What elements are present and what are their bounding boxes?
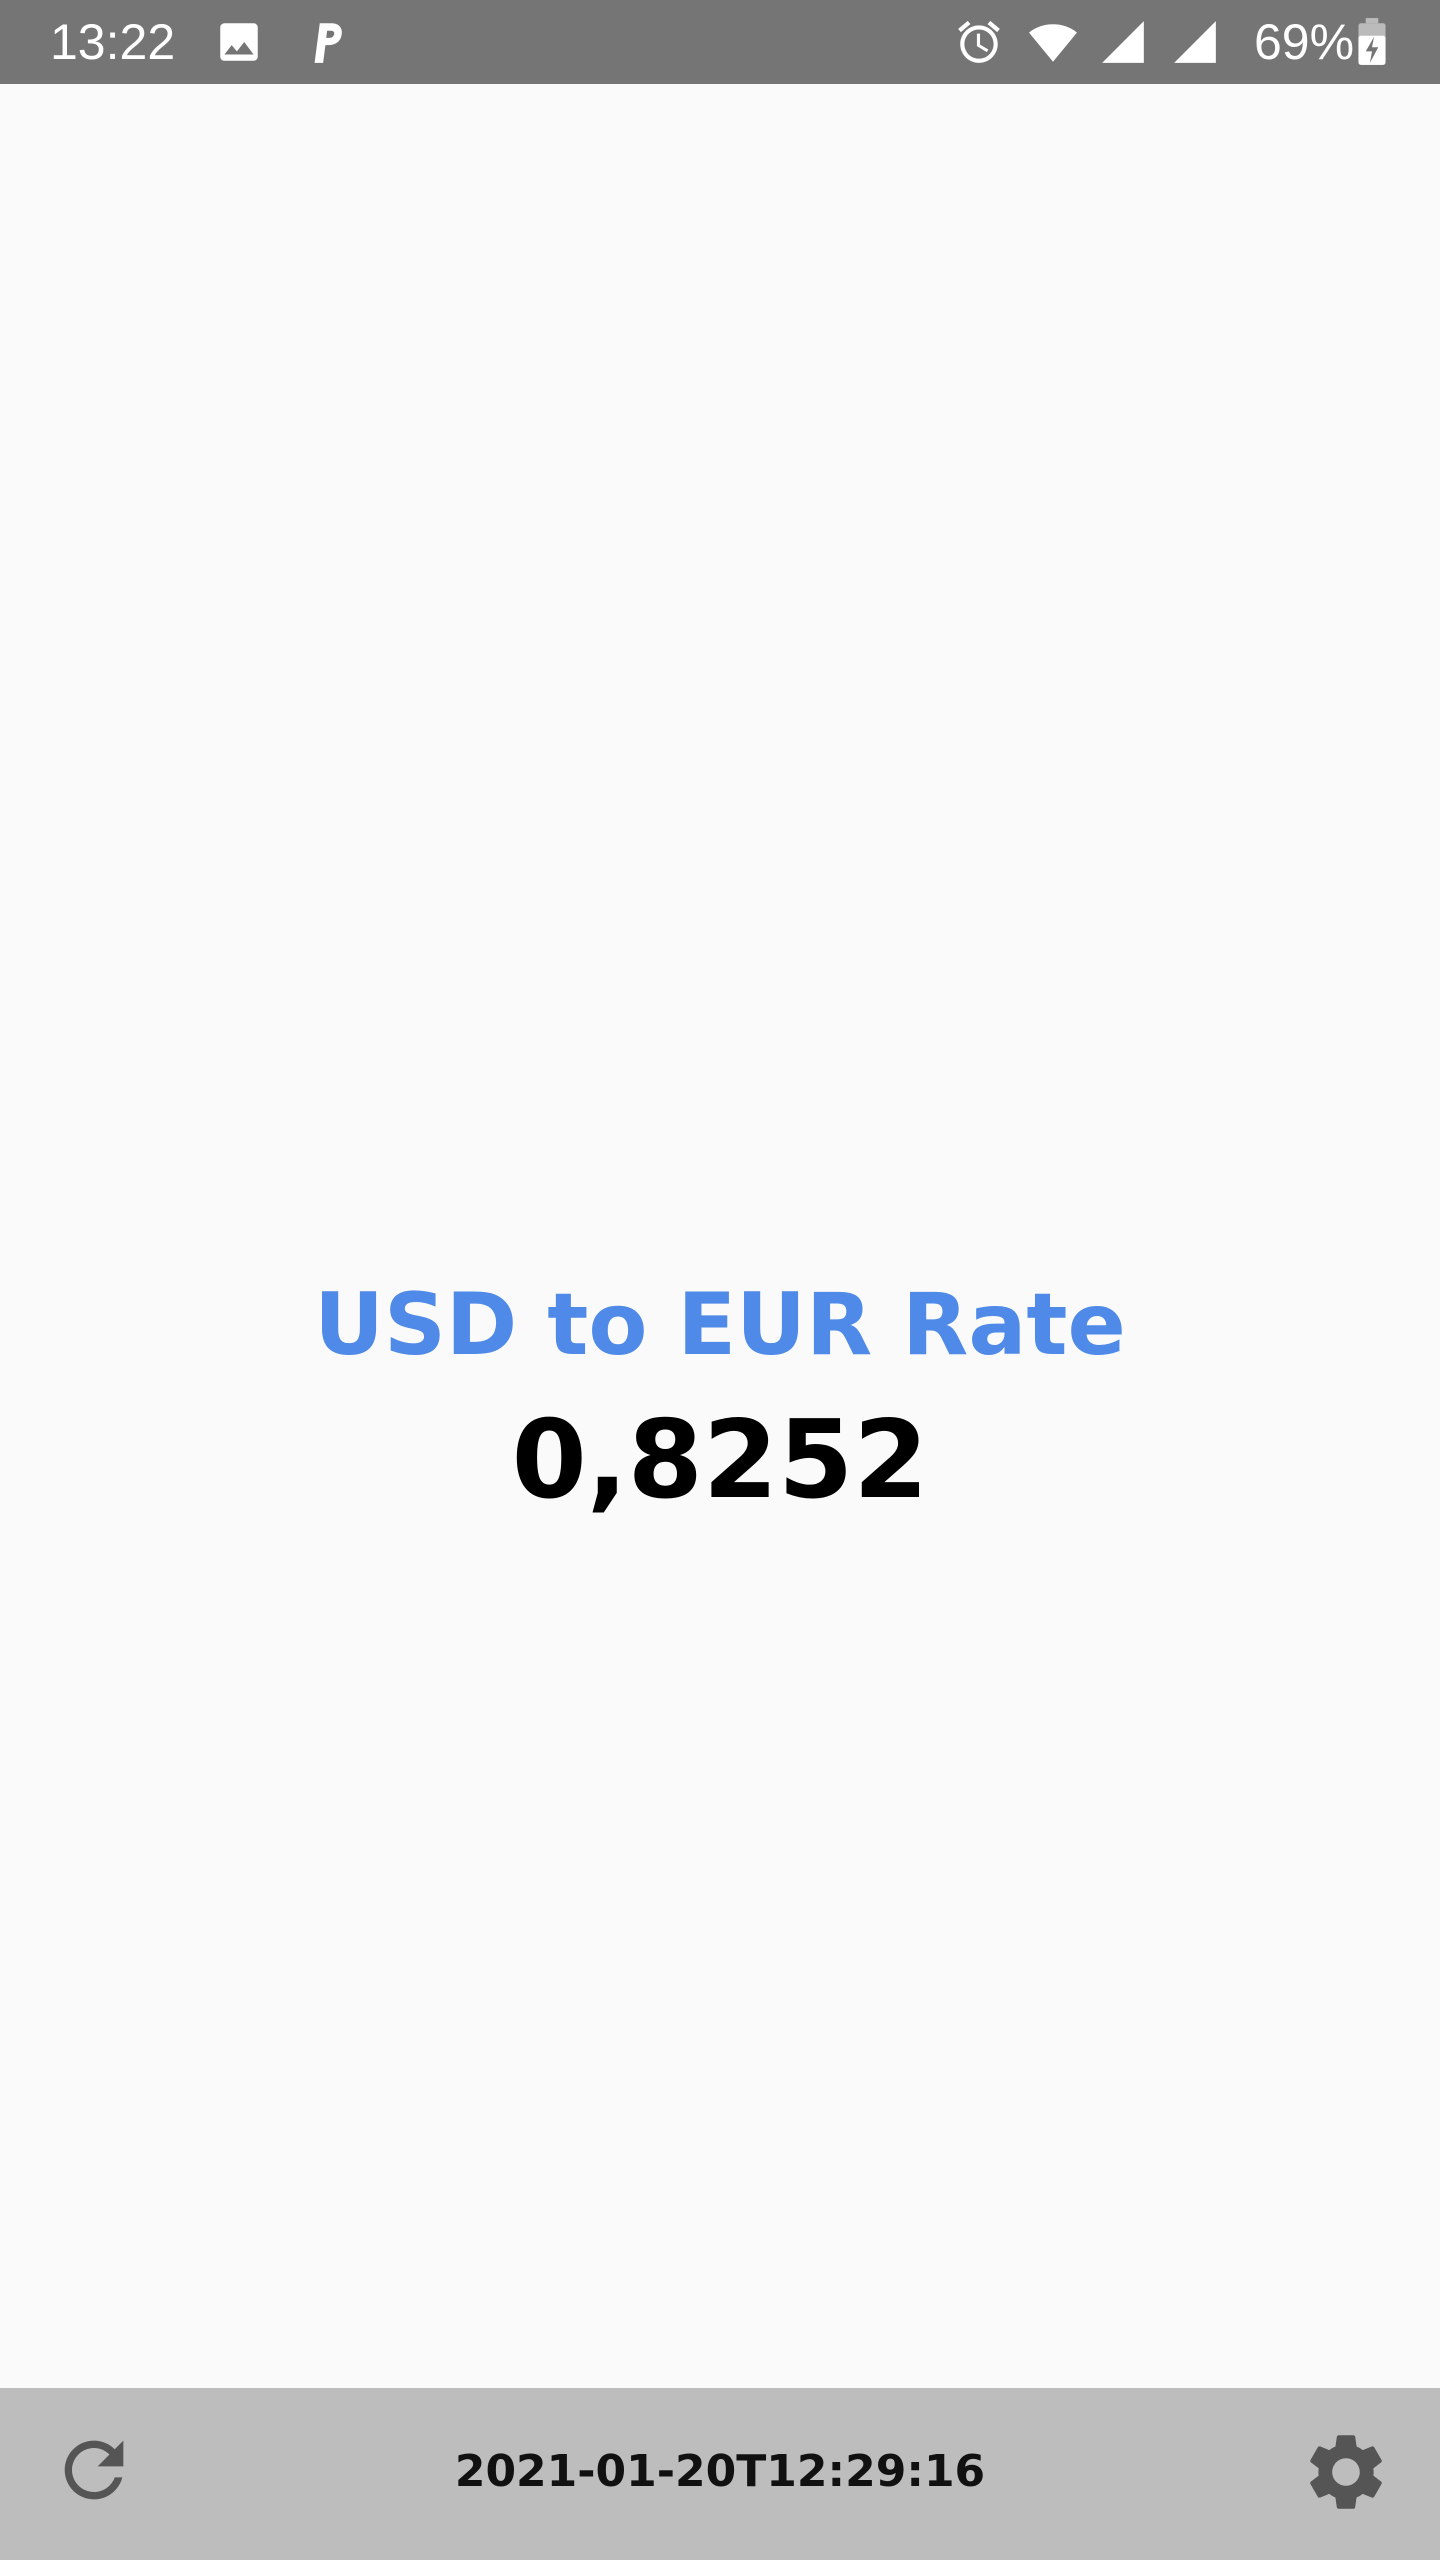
refresh-button[interactable] bbox=[50, 2426, 138, 2514]
status-time: 13:22 bbox=[50, 14, 176, 70]
settings-gear-icon bbox=[1300, 2426, 1392, 2518]
battery-charging-icon bbox=[1352, 17, 1392, 67]
rate-title: USD to EUR Rate bbox=[314, 1275, 1126, 1375]
rate-value: 0,8252 bbox=[511, 1398, 929, 1523]
p-app-icon bbox=[300, 17, 350, 67]
refresh-icon bbox=[50, 2426, 138, 2514]
bottom-bar: 2021-01-20T12:29:16 bbox=[0, 2388, 1440, 2560]
signal-icon bbox=[1098, 17, 1148, 67]
wifi-icon bbox=[1028, 17, 1078, 67]
battery-percent: 69% bbox=[1254, 14, 1355, 70]
image-icon bbox=[214, 17, 264, 67]
signal-icon-2 bbox=[1170, 17, 1220, 67]
alarm-icon bbox=[954, 17, 1004, 67]
settings-button[interactable] bbox=[1300, 2426, 1392, 2518]
rate-display: USD to EUR Rate 0,8252 bbox=[0, 1270, 1440, 1526]
status-bar: 13:22 69% bbox=[0, 0, 1440, 84]
last-updated-timestamp: 2021-01-20T12:29:16 bbox=[454, 2446, 986, 2497]
